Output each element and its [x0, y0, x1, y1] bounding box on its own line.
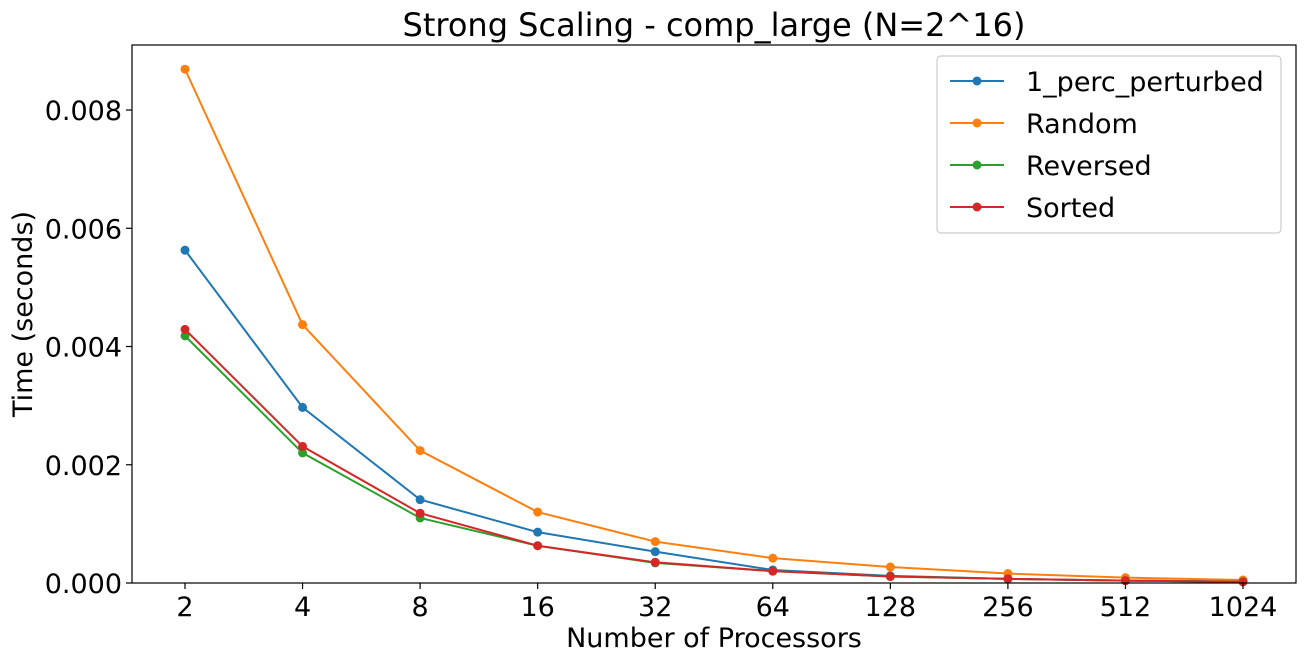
legend-label: Reversed	[1026, 151, 1152, 182]
data-point	[650, 557, 660, 567]
x-tick-label: 256	[982, 592, 1034, 623]
y-tick-label: 0.002	[45, 451, 122, 482]
x-tick-label: 512	[1100, 592, 1152, 623]
data-point	[415, 495, 425, 505]
x-axis: 2 4 8 16 32 64 128 256 512 1024	[176, 583, 1277, 623]
x-tick-label: 1024	[1209, 592, 1278, 623]
legend-label: Random	[1026, 109, 1138, 140]
series-1-perc-perturbed	[180, 245, 1248, 586]
series-reversed	[180, 331, 1248, 587]
x-tick-label: 128	[865, 592, 917, 623]
data-point	[1003, 574, 1013, 584]
data-point	[415, 446, 425, 456]
y-tick-label: 0.008	[45, 96, 122, 127]
x-tick-label: 32	[638, 592, 672, 623]
series-random	[180, 64, 1248, 585]
x-tick-label: 8	[412, 592, 429, 623]
data-point	[180, 324, 190, 334]
chart-title: Strong Scaling - comp_large (N=2^16)	[403, 6, 1026, 44]
y-axis-label: Time (seconds)	[8, 211, 39, 418]
y-tick-label: 0.006	[45, 214, 122, 245]
data-point	[180, 245, 190, 255]
data-point	[885, 571, 895, 581]
data-point	[650, 537, 660, 547]
y-tick-label: 0.004	[45, 333, 122, 364]
data-point	[298, 448, 308, 458]
x-tick-label: 2	[176, 592, 193, 623]
data-point	[768, 553, 778, 563]
x-axis-label: Number of Processors	[566, 623, 862, 654]
series-line	[184, 328, 1244, 583]
axes-frame	[131, 44, 1297, 584]
data-point	[415, 508, 425, 518]
data-point	[885, 562, 895, 572]
plot-area	[180, 64, 1248, 587]
data-point	[298, 402, 308, 412]
legend-marker	[972, 160, 982, 170]
legend-label: Sorted	[1026, 193, 1115, 224]
data-point	[298, 441, 308, 451]
legend-marker	[972, 118, 982, 128]
legend-label: 1_perc_perturbed	[1026, 67, 1264, 98]
series-sorted	[180, 324, 1248, 587]
data-point	[533, 527, 543, 537]
legend-box	[936, 55, 1282, 234]
x-tick-label: 64	[756, 592, 790, 623]
legend-marker	[972, 76, 982, 86]
data-point	[180, 331, 190, 341]
data-point	[298, 320, 308, 330]
x-tick-label: 4	[294, 592, 311, 623]
data-point	[533, 541, 543, 551]
data-point	[533, 507, 543, 517]
data-point	[650, 547, 660, 557]
legend-marker	[972, 202, 982, 212]
y-axis: 0.000 0.002 0.004 0.006 0.008	[45, 96, 132, 600]
y-tick-label: 0.000	[45, 569, 122, 600]
series-line	[184, 68, 1244, 582]
data-point	[768, 566, 778, 576]
series-line	[184, 249, 1244, 583]
legend: 1_perc_perturbed Random Reversed Sorted	[936, 55, 1282, 234]
data-point	[1238, 577, 1248, 587]
data-point	[180, 64, 190, 74]
x-tick-label: 16	[520, 592, 554, 623]
series-line	[184, 335, 1244, 583]
